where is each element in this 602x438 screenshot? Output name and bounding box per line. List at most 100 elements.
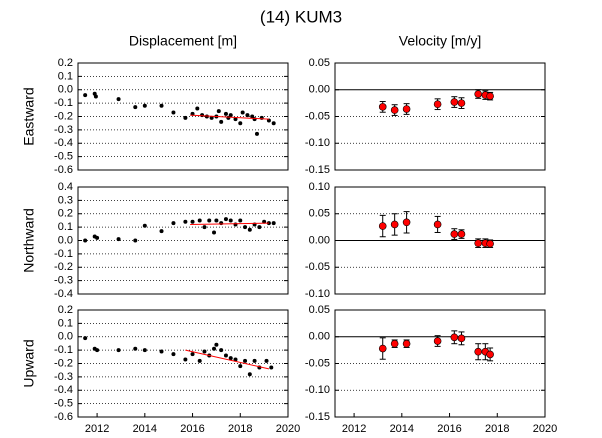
plot-frame: [334, 309, 546, 418]
point: [171, 221, 176, 226]
y-tick-label: -0.6: [54, 164, 73, 176]
point: [93, 94, 98, 99]
point: [116, 348, 121, 353]
y-tick-label: -0.4: [54, 137, 73, 149]
y-axis-label: Eastward: [21, 87, 37, 145]
point: [233, 357, 238, 362]
point: [202, 225, 207, 230]
point: [474, 239, 482, 247]
point: [457, 334, 466, 343]
point: [171, 352, 176, 357]
plot-frame: [334, 62, 546, 171]
y-tick-label: -0.4: [54, 288, 73, 300]
point: [212, 230, 217, 235]
point: [271, 221, 276, 226]
point: [243, 358, 248, 363]
point: [190, 219, 195, 224]
y-tick-label: 0.00: [309, 84, 330, 96]
y-tick-label: 0.05: [309, 304, 330, 316]
point: [402, 105, 411, 113]
y-tick-label: -0.2: [54, 357, 73, 369]
y-tick-label: -0.4: [54, 384, 73, 396]
point: [200, 113, 205, 118]
point: [183, 219, 188, 224]
x-tick-label: 2012: [85, 423, 109, 435]
x-tick-label: 2012: [342, 423, 366, 435]
point: [233, 222, 238, 227]
point: [450, 98, 459, 106]
point: [223, 353, 228, 358]
y-axis-label: Upward: [21, 339, 37, 387]
point: [83, 238, 88, 243]
y-tick-label: -0.1: [54, 344, 73, 356]
point: [133, 346, 138, 351]
y-tick-label: -0.10: [305, 384, 330, 396]
point: [223, 217, 228, 222]
y-tick-label: 0.1: [58, 317, 73, 329]
point: [83, 336, 88, 341]
point: [402, 218, 411, 227]
y-tick-label: -0.3: [54, 124, 73, 136]
point: [83, 93, 88, 98]
point: [133, 238, 138, 243]
point: [183, 357, 188, 362]
point: [209, 115, 214, 120]
point: [433, 220, 442, 229]
panel-title: Velocity [m/y]: [399, 33, 481, 49]
y-tick-label: -0.2: [54, 110, 73, 122]
y-tick-label: 0.05: [309, 208, 330, 220]
y-axis-label: Northward: [21, 208, 37, 273]
point: [219, 221, 224, 226]
point: [159, 229, 164, 234]
y-tick-label: -0.1: [54, 97, 73, 109]
plot-frame: [77, 309, 289, 418]
point: [252, 117, 257, 122]
point: [228, 356, 233, 361]
point: [171, 110, 176, 115]
point: [183, 115, 188, 120]
point: [450, 230, 459, 238]
x-tick-label: 2016: [437, 423, 461, 435]
point: [402, 339, 411, 348]
point: [390, 220, 399, 229]
point: [433, 337, 442, 345]
y-tick-label: -0.05: [305, 357, 330, 369]
y-tick-label: -0.1: [54, 248, 73, 260]
point: [214, 218, 219, 223]
point: [116, 237, 121, 242]
y-tick-label: 0.3: [58, 194, 73, 206]
trend-line: [190, 222, 269, 225]
point: [243, 225, 248, 230]
point: [190, 352, 195, 357]
y-tick-label: -0.3: [54, 275, 73, 287]
y-tick-label: -0.05: [305, 110, 330, 122]
point: [228, 218, 233, 223]
point: [95, 348, 100, 353]
point: [216, 109, 221, 114]
x-tick-label: 2018: [485, 423, 509, 435]
point: [378, 222, 387, 230]
point: [214, 342, 219, 347]
y-tick-label: 0.0: [58, 84, 73, 96]
x-tick-label: 2020: [276, 423, 300, 435]
y-tick-label: 0.10: [309, 181, 330, 193]
y-tick-label: 0.2: [58, 208, 73, 220]
y-tick-label: -0.2: [54, 261, 73, 273]
point: [116, 97, 121, 102]
point: [219, 119, 224, 124]
point: [133, 105, 138, 110]
point: [250, 114, 255, 119]
y-tick-label: 0.1: [58, 221, 73, 233]
point: [95, 235, 100, 240]
point: [159, 349, 164, 354]
point: [390, 106, 399, 114]
y-tick-label: -0.6: [54, 411, 73, 423]
y-tick-label: 0.1: [58, 70, 73, 82]
y-tick-label: 0.0: [58, 234, 73, 246]
point: [486, 239, 494, 248]
y-tick-label: 0.00: [309, 234, 330, 246]
point: [257, 225, 262, 230]
point: [247, 372, 252, 377]
point: [219, 348, 224, 353]
y-tick-label: 0.4: [58, 181, 73, 193]
